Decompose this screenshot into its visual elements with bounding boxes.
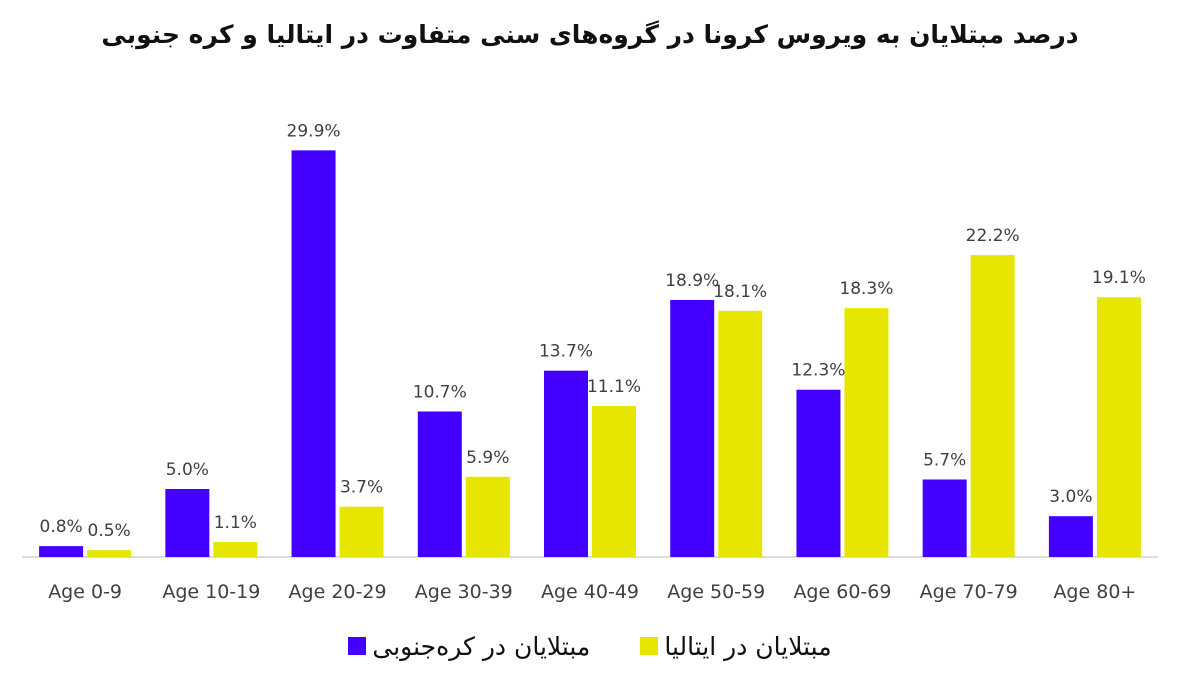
- bar-italy: [339, 506, 384, 557]
- data-label: 0.8%: [40, 517, 83, 537]
- data-label: 18.3%: [839, 279, 893, 299]
- bar-south-korea: [39, 546, 84, 557]
- bar-south-korea: [291, 150, 336, 558]
- data-label: 5.7%: [923, 450, 966, 470]
- legend-item-italy: مبتلایان در ایتالیا: [640, 631, 832, 661]
- bar-italy: [844, 308, 889, 557]
- bar-italy: [213, 542, 258, 557]
- bar-south-korea: [796, 389, 841, 557]
- bar-south-korea: [165, 489, 210, 557]
- category-label: Age 80+: [1053, 581, 1136, 603]
- data-label: 5.9%: [466, 448, 509, 468]
- data-label: 11.1%: [587, 377, 641, 397]
- data-label: 19.1%: [1092, 268, 1146, 288]
- data-label: 3.0%: [1049, 487, 1092, 507]
- bar-italy: [87, 550, 132, 557]
- category-label: Age 20-29: [289, 581, 387, 603]
- chart-title: درصد مبتلایان به ویروس کرونا در گروه‌های…: [101, 20, 1079, 49]
- bar-italy: [592, 406, 636, 557]
- category-label: Age 40-49: [541, 581, 639, 603]
- bar-italy: [1096, 297, 1141, 557]
- category-label: Age 70-79: [920, 581, 1018, 603]
- chart-legend: مبتلایان در کره‌جنوبی مبتلایان در ایتالی…: [0, 624, 1180, 668]
- bar-south-korea: [922, 479, 967, 557]
- data-label: 22.2%: [966, 226, 1020, 246]
- legend-label: مبتلایان در کره‌جنوبی: [372, 631, 591, 661]
- data-label: 29.9%: [287, 121, 341, 141]
- category-label: Age 60-69: [793, 581, 891, 603]
- bar-italy: [718, 310, 763, 557]
- bar-chart: 0.8% 0.5% 5.0% 1.1% 29.9% 3.7% 10.7% 5.9% 13.7% 1…: [22, 121, 1158, 603]
- legend-swatch: [640, 637, 659, 655]
- bar-south-korea: [544, 370, 588, 557]
- data-label: 18.1%: [713, 282, 767, 302]
- data-label: 1.1%: [214, 513, 257, 533]
- bar-italy: [970, 255, 1015, 557]
- bar-south-korea: [670, 299, 715, 557]
- bar-south-korea: [417, 411, 462, 557]
- data-label: 12.3%: [791, 361, 845, 381]
- legend-item-south-korea: مبتلایان در کره‌جنوبی: [348, 632, 590, 661]
- category-label: Age 50-59: [667, 581, 765, 603]
- bar-italy: [465, 476, 510, 557]
- data-label: 0.5%: [88, 521, 131, 541]
- data-label: 10.7%: [413, 382, 467, 402]
- category-label: Age 0-9: [48, 581, 122, 603]
- data-label: 18.9%: [665, 271, 719, 291]
- legend-label: مبتلایان در ایتالیا: [664, 631, 832, 661]
- bar-south-korea: [1048, 516, 1093, 557]
- category-label: Age 10-19: [162, 581, 260, 603]
- category-label: Age 30-39: [415, 581, 513, 603]
- data-label: 3.7%: [340, 478, 383, 498]
- data-label: 13.7%: [539, 342, 593, 362]
- legend-swatch: [348, 637, 367, 655]
- data-label: 5.0%: [166, 460, 209, 480]
